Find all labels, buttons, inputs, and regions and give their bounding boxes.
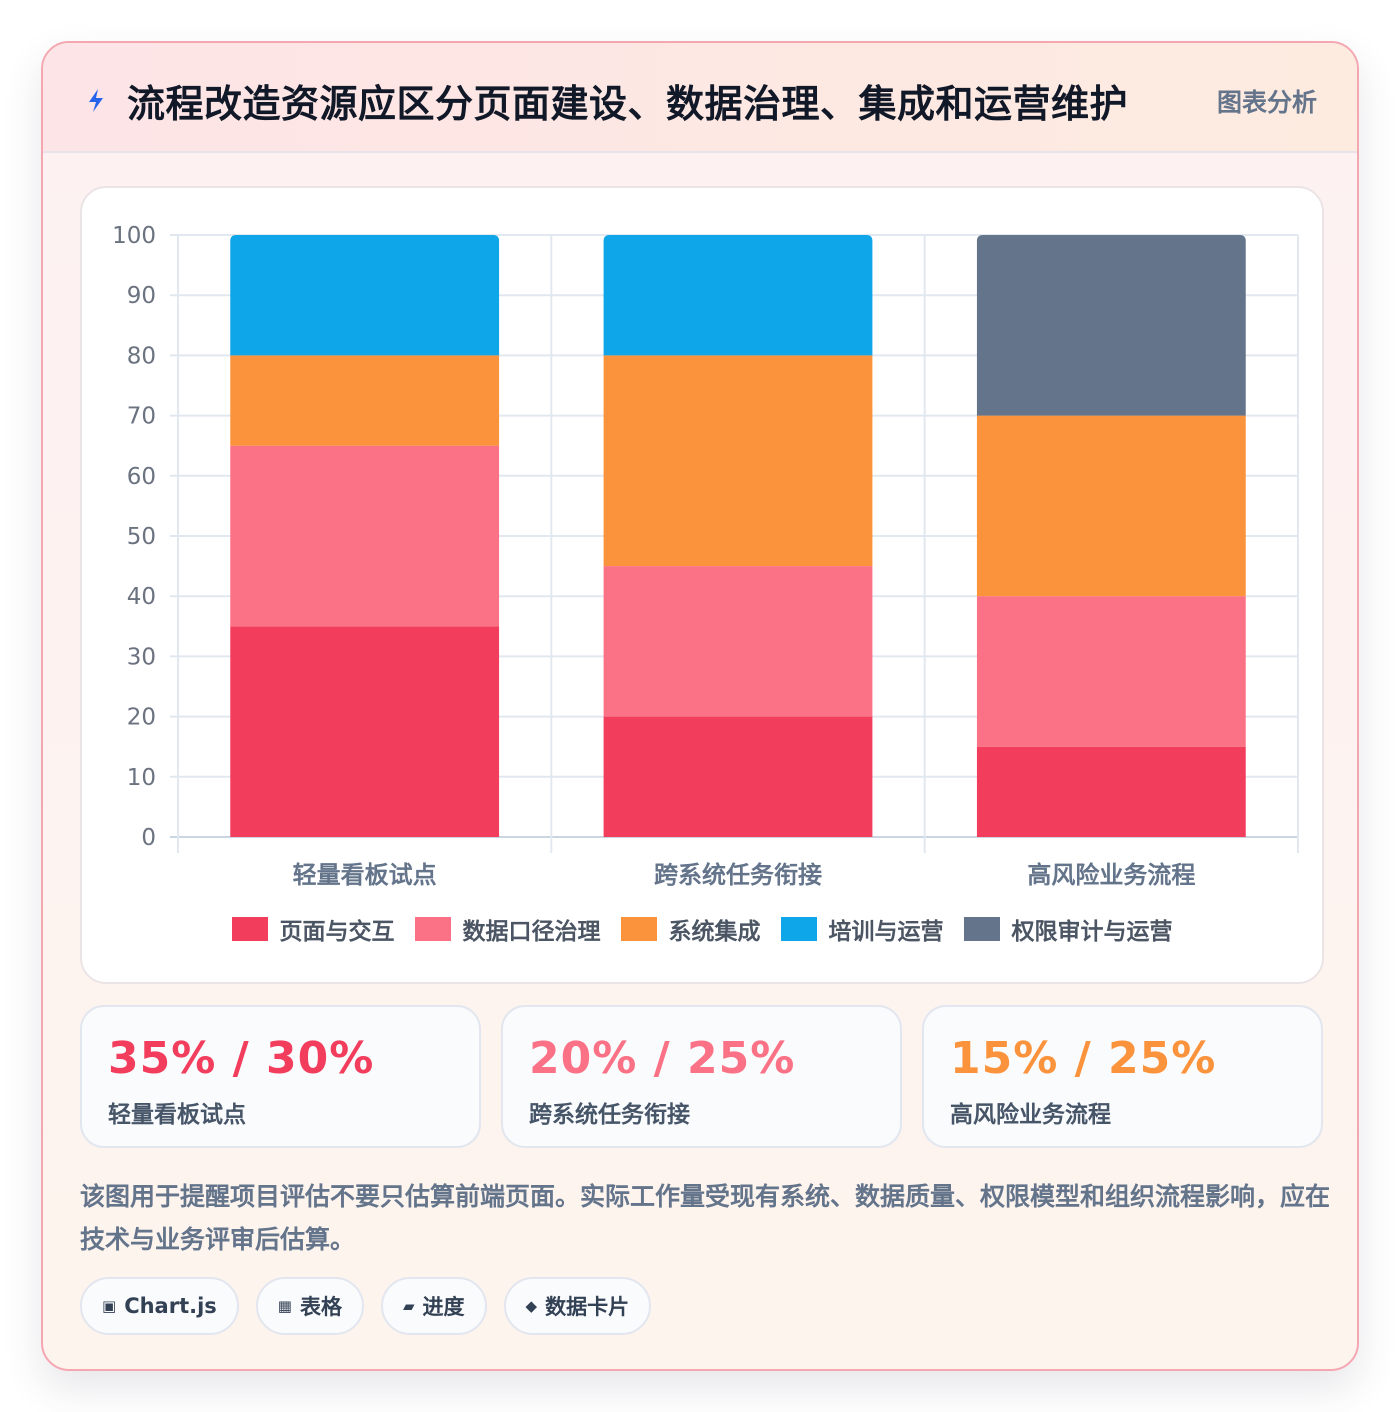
legend-swatch	[231, 917, 268, 941]
legend-swatch	[620, 917, 657, 941]
feature-pills: ▣ Chart.js ▦ 表格 ▰ 进度 ◆ 数据卡片	[80, 1277, 652, 1335]
stat-card-high-risk: 15% / 25% 高风险业务流程	[922, 1005, 1323, 1148]
y-tick-label: 60	[127, 464, 156, 490]
chart-card: 流程改造资源应区分页面建设、数据治理、集成和运营维护 图表分析 0 10 20 30 4…	[41, 41, 1359, 1371]
chart-title: 流程改造资源应区分页面建设、数据治理、集成和运营维护	[127, 82, 1129, 126]
bar-segment	[976, 746, 1246, 837]
y-tick-label: 0	[141, 825, 156, 851]
diamond-icon: ◆	[525, 1297, 538, 1315]
legend-swatch	[963, 917, 1000, 941]
legend-item[interactable]: 数据口径治理	[414, 912, 601, 946]
legend-label: 系统集成	[668, 919, 761, 945]
bar-segment	[603, 235, 873, 356]
pill-label: 数据卡片	[545, 1295, 630, 1319]
lightning-bolt-icon	[89, 89, 103, 112]
legend-label: 数据口径治理	[462, 919, 601, 945]
y-tick-label: 50	[127, 524, 156, 550]
bar-segment	[976, 235, 1246, 416]
pill-label: Chart.js	[124, 1294, 217, 1318]
chart-analysis-tag: 图表分析	[1216, 88, 1317, 117]
stat-card-light-dashboard: 35% / 30% 轻量看板试点	[80, 1005, 481, 1148]
stat-label: 高风险业务流程	[950, 1102, 1111, 1128]
card-header: 流程改造资源应区分页面建设、数据治理、集成和运营维护 图表分析	[43, 43, 1357, 153]
pill-table[interactable]: ▦ 表格	[255, 1277, 364, 1335]
legend-label: 培训与运营	[828, 919, 944, 945]
chart-box-icon: ▣	[102, 1297, 117, 1315]
stat-value: 15% / 25%	[950, 1033, 1217, 1084]
stat-label: 跨系统任务衔接	[529, 1102, 690, 1128]
y-tick-label: 90	[127, 283, 156, 309]
progress-bar-icon: ▰	[402, 1297, 415, 1315]
pill-label: 表格	[299, 1295, 342, 1319]
y-tick-label: 100	[112, 223, 156, 249]
x-category-label: 轻量看板试点	[293, 861, 437, 889]
x-category-label: 高风险业务流程	[1027, 861, 1195, 889]
stat-card-cross-system: 20% / 25% 跨系统任务衔接	[501, 1005, 902, 1148]
chart-legend: 页面与交互 数据口径治理 系统集成 培训与运营 权限审计与运营	[82, 911, 1322, 947]
bar-segment	[230, 235, 500, 356]
legend-label: 页面与交互	[279, 919, 395, 945]
bar-segment	[603, 355, 873, 567]
legend-swatch	[414, 917, 451, 941]
pill-chartjs[interactable]: ▣ Chart.js	[80, 1277, 239, 1335]
pill-data-cards[interactable]: ◆ 数据卡片	[503, 1277, 652, 1335]
x-category-label: 跨系统任务衔接	[654, 861, 822, 889]
pill-progress[interactable]: ▰ 进度	[380, 1277, 487, 1335]
bar-segment	[230, 355, 500, 446]
stat-value: 35% / 30%	[108, 1033, 375, 1084]
bar-segment	[603, 566, 873, 717]
legend-item[interactable]: 权限审计与运营	[963, 912, 1173, 946]
y-tick-label: 30	[127, 644, 156, 670]
pill-label: 进度	[422, 1295, 465, 1319]
chart-panel: 0 10 20 30 40 50 60 70 80 90 100 轻量看板试点 跨系统任务衔接 高风险业务…	[80, 186, 1324, 984]
y-tick-label: 80	[127, 343, 156, 369]
y-tick-label: 70	[127, 404, 156, 430]
y-tick-label: 40	[127, 584, 156, 610]
chart-description: 该图用于提醒项目评估不要只估算前端页面。实际工作量受现有系统、数据质量、权限模型…	[80, 1182, 1331, 1254]
bar-segment	[230, 626, 500, 837]
legend-item[interactable]: 页面与交互	[231, 912, 395, 946]
legend-item[interactable]: 培训与运营	[780, 912, 944, 946]
legend-item[interactable]: 系统集成	[620, 912, 761, 946]
legend-label: 权限审计与运营	[1011, 919, 1173, 945]
stacked-bar-chart: 0 10 20 30 40 50 60 70 80 90 100 轻量看板试点 跨系统任务衔接 高风险业务…	[112, 223, 1299, 889]
bar-segment	[976, 415, 1246, 597]
legend-swatch	[780, 917, 817, 941]
table-grid-icon: ▦	[277, 1297, 292, 1315]
bar-segment	[976, 596, 1246, 747]
y-tick-label: 10	[127, 765, 156, 791]
stat-value: 20% / 25%	[529, 1033, 796, 1084]
y-tick-label: 20	[127, 705, 156, 731]
stat-label: 轻量看板试点	[108, 1102, 246, 1128]
bar-segment	[603, 716, 873, 837]
bar-segment	[230, 445, 500, 627]
